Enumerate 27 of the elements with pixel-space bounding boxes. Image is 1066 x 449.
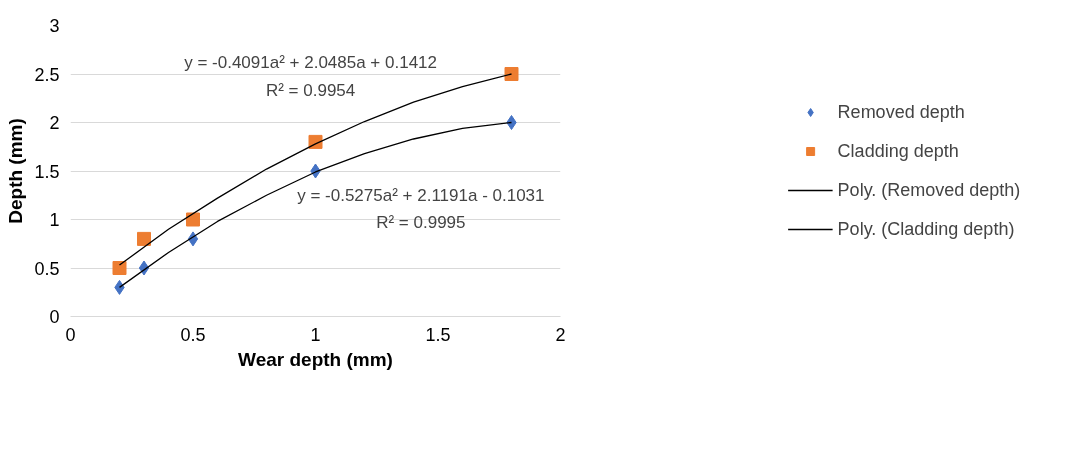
y-tick-label: 3 xyxy=(49,16,60,36)
y-tick-label: 0 xyxy=(49,307,60,327)
x-tick-label: 0 xyxy=(65,324,76,345)
legend-label: Removed depth xyxy=(837,101,965,123)
y-tick-label: 2.5 xyxy=(34,64,60,85)
annotation: R² = 0.9995 xyxy=(376,213,466,233)
y-tick-label: 0.5 xyxy=(34,258,60,279)
point xyxy=(504,67,519,81)
x-axis-title: Wear depth (mm) xyxy=(238,348,393,370)
annotation: y = -0.5275a² + 2.1191a - 0.1031 xyxy=(297,185,545,205)
point xyxy=(112,261,127,275)
y-tick-label: 2 xyxy=(49,113,60,133)
legend-label: Poly. (Cladding depth) xyxy=(837,218,1015,240)
y-tick-label: 1.5 xyxy=(34,161,60,182)
point xyxy=(506,115,517,130)
point xyxy=(186,212,200,227)
x-tick-label: 1 xyxy=(310,324,321,345)
y-axis-title: Depth (mm) xyxy=(5,118,27,224)
x-tick-label: 2 xyxy=(555,324,566,345)
legend-label: Poly. (Removed depth) xyxy=(837,179,1021,201)
x-tick-label: 1.5 xyxy=(425,324,451,345)
annotation: y = -0.4091a² + 2.0485a + 0.1412 xyxy=(184,52,438,72)
x-tick-label: 0.5 xyxy=(180,324,206,345)
y-tick-label: 1 xyxy=(49,210,60,230)
point xyxy=(137,231,151,246)
legend-label: Cladding depth xyxy=(837,140,959,162)
annotation: R² = 0.9954 xyxy=(265,80,356,100)
